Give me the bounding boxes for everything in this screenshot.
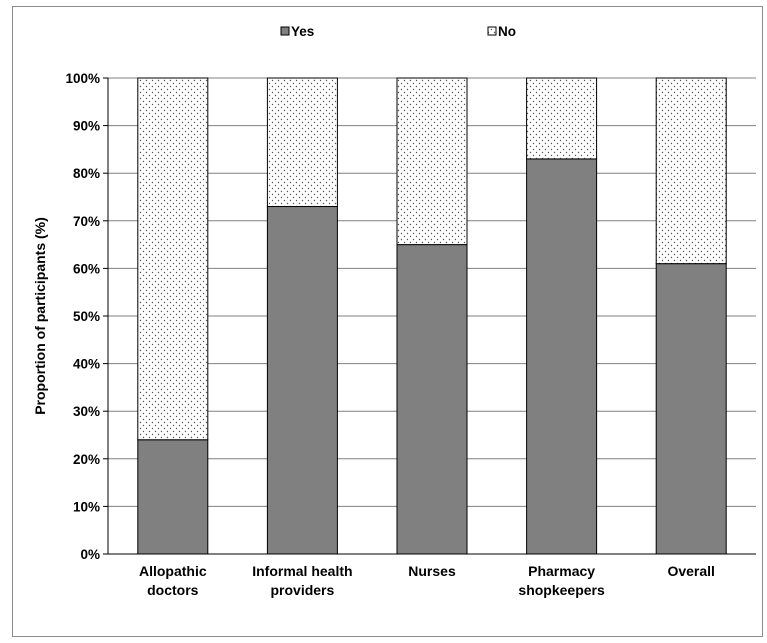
y-tick-label: 10% [73, 499, 100, 514]
y-tick-label: 40% [73, 357, 100, 372]
bar-no [655, 77, 727, 265]
y-tick-label: 20% [73, 452, 100, 467]
y-axis-title: Proportion of participants (%) [32, 217, 48, 415]
legend-item-yes: Yes [291, 24, 314, 39]
y-tick-label: 30% [73, 404, 100, 419]
x-category-label: doctors [147, 582, 199, 598]
legend: Yes No [280, 24, 516, 39]
y-tick-label: 100% [65, 71, 100, 86]
y-tick-label: 70% [73, 214, 100, 229]
bar-yes [396, 244, 468, 555]
bar-no [137, 77, 209, 441]
y-tick-label: 50% [73, 309, 100, 324]
bar-yes [655, 263, 727, 555]
bar-no [396, 77, 468, 246]
labels: 0% 10% 20% 30% 40% 50% 60% 70% 80% 90% 100% Allopat… [32, 71, 715, 598]
chart-frame: 0% 10% 20% 30% 40% 50% 60% 70% 80% 90% 100% Allopat… [12, 6, 763, 637]
x-category-label: Nurses [408, 563, 456, 579]
x-category-label: providers [270, 582, 334, 598]
bar-yes [266, 206, 338, 555]
y-tick-label: 60% [73, 261, 100, 276]
y-tick-label: 80% [73, 166, 100, 181]
x-category-label: Overall [667, 563, 714, 579]
stacked-bar-chart: 0% 10% 20% 30% 40% 50% 60% 70% 80% 90% 100% Allopat… [32, 24, 756, 598]
y-tick-label: 90% [73, 119, 100, 134]
bar-yes [137, 439, 209, 555]
axes [103, 77, 756, 555]
legend-swatch [487, 26, 497, 36]
x-category-label: shopkeepers [518, 582, 605, 598]
legend-item-no: No [498, 24, 516, 39]
y-tick-label: 0% [80, 547, 100, 562]
x-category-label: Informal health [252, 563, 352, 579]
x-category-label: Pharmacy [528, 563, 595, 579]
bar-yes [526, 158, 598, 555]
legend-swatch [280, 26, 290, 36]
bar-no [266, 77, 338, 208]
bar-no [526, 77, 598, 160]
x-category-label: Allopathic [139, 563, 207, 579]
